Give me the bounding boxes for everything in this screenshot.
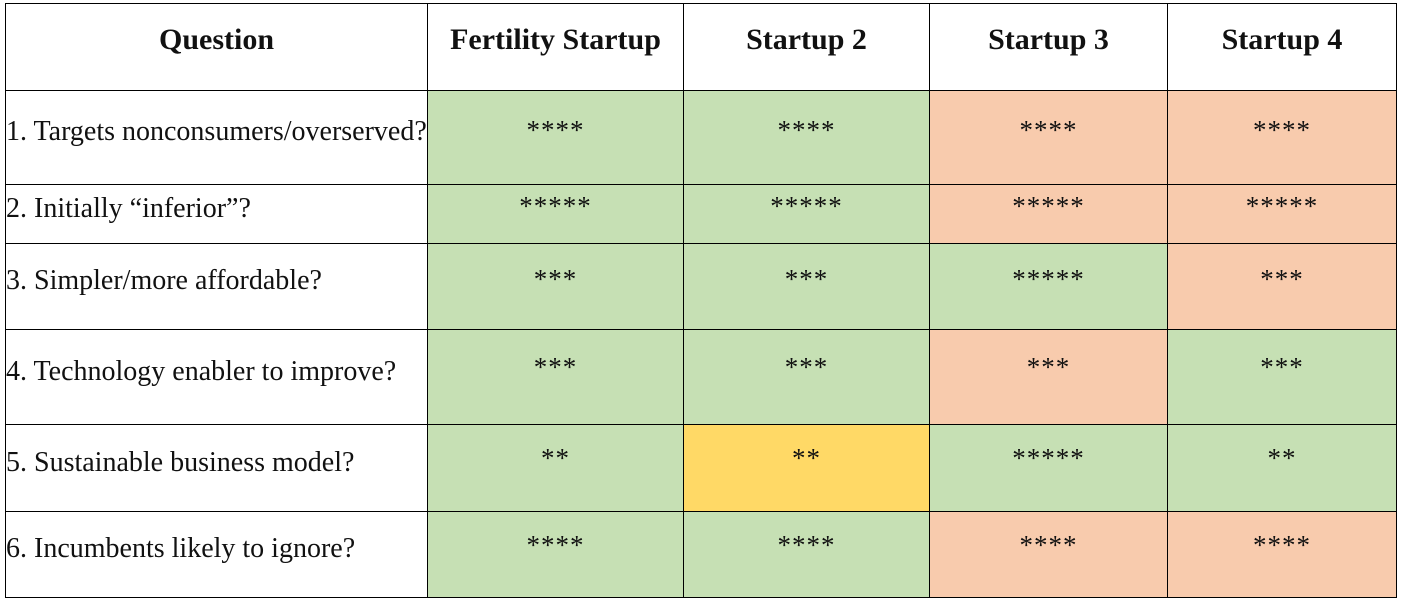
rating-cell: **** <box>1167 511 1397 598</box>
rating-cell: **** <box>427 511 684 598</box>
column-header-startup-3: Startup 3 <box>929 3 1168 91</box>
question-cell: 1. Targets nonconsumers/overserved? <box>5 90 428 185</box>
rating-cell: **** <box>683 511 930 598</box>
rating-cell: ***** <box>683 184 930 244</box>
star-rating: ** <box>541 443 570 473</box>
column-header-fertility-startup: Fertility Startup <box>427 3 684 91</box>
column-header-label: Question <box>158 23 275 56</box>
star-rating: **** <box>526 530 585 560</box>
rating-cell: *** <box>1167 243 1397 330</box>
rating-cell: ***** <box>929 184 1168 244</box>
rating-cell: *** <box>427 329 684 425</box>
question-cell: 3. Simpler/more affordable? <box>5 243 428 330</box>
star-rating: **** <box>777 115 836 145</box>
rating-cell: **** <box>1167 90 1397 185</box>
column-header-startup-4: Startup 4 <box>1167 3 1397 91</box>
star-rating: ***** <box>1012 191 1085 221</box>
star-rating: **** <box>1019 115 1078 145</box>
startup-comparison-table: Question Fertility Startup Startup 2 Sta… <box>5 3 1397 598</box>
rating-cell: ***** <box>1167 184 1397 244</box>
header-row: Question Fertility Startup Startup 2 Sta… <box>5 3 1397 91</box>
table-row: 6. Incumbents likely to ignore? **** ***… <box>5 511 1397 598</box>
question-text: 1. Targets nonconsumers/overserved? <box>6 116 427 147</box>
star-rating: ***** <box>1012 443 1085 473</box>
question-cell: 2. Initially “inferior”? <box>5 184 428 244</box>
star-rating: ** <box>792 443 821 473</box>
star-rating: ***** <box>519 191 592 221</box>
rating-cell: *** <box>929 329 1168 425</box>
star-rating: **** <box>777 530 836 560</box>
table-row: 4. Technology enabler to improve? *** **… <box>5 329 1397 425</box>
column-header-label: Startup 3 <box>988 23 1109 56</box>
column-header-label: Startup 2 <box>746 23 867 56</box>
question-text: 3. Simpler/more affordable? <box>6 265 322 296</box>
column-header-question: Question <box>5 3 428 91</box>
question-text: 5. Sustainable business model? <box>6 446 355 478</box>
rating-cell: ***** <box>427 184 684 244</box>
rating-cell: *** <box>683 243 930 330</box>
column-header-startup-2: Startup 2 <box>683 3 930 91</box>
star-rating: ***** <box>1012 264 1085 294</box>
rating-cell: **** <box>929 511 1168 598</box>
table-row: 1. Targets nonconsumers/overserved? ****… <box>5 90 1397 185</box>
star-rating: *** <box>1260 264 1304 294</box>
star-rating: ***** <box>770 191 843 221</box>
question-text: 2. Initially “inferior”? <box>6 192 251 224</box>
star-rating: *** <box>1260 352 1304 382</box>
rating-cell: ***** <box>929 243 1168 330</box>
star-rating: **** <box>1253 530 1311 560</box>
star-rating: **** <box>1253 115 1311 145</box>
table-row: 5. Sustainable business model? ** ** ***… <box>5 424 1397 512</box>
rating-cell: *** <box>1167 329 1397 425</box>
star-rating: *** <box>533 352 578 382</box>
question-text: 4. Technology enabler to improve? <box>6 355 397 387</box>
rating-cell: *** <box>427 243 684 330</box>
star-rating: **** <box>526 115 585 145</box>
star-rating: *** <box>784 352 829 382</box>
table-row: 2. Initially “inferior”? ***** ***** ***… <box>5 184 1397 244</box>
star-rating: ***** <box>1245 191 1319 221</box>
rating-cell: **** <box>427 90 684 185</box>
column-header-label: Fertility Startup <box>450 23 661 56</box>
question-text: 6. Incumbents likely to ignore? <box>6 533 356 564</box>
rating-cell: ***** <box>929 424 1168 512</box>
rating-cell: ** <box>1167 424 1397 512</box>
star-rating: *** <box>533 264 578 294</box>
star-rating: *** <box>784 264 829 294</box>
rating-cell: *** <box>683 329 930 425</box>
rating-cell: ** <box>683 424 930 512</box>
column-header-label: Startup 4 <box>1221 23 1343 56</box>
rating-cell: ** <box>427 424 684 512</box>
table-row: 3. Simpler/more affordable? *** *** ****… <box>5 243 1397 330</box>
question-cell: 5. Sustainable business model? <box>5 424 428 512</box>
rating-cell: **** <box>929 90 1168 185</box>
rating-cell: **** <box>683 90 930 185</box>
star-rating: **** <box>1019 530 1078 560</box>
star-rating: ** <box>1267 443 1297 473</box>
star-rating: *** <box>1026 352 1071 382</box>
question-cell: 4. Technology enabler to improve? <box>5 329 428 425</box>
question-cell: 6. Incumbents likely to ignore? <box>5 511 428 598</box>
